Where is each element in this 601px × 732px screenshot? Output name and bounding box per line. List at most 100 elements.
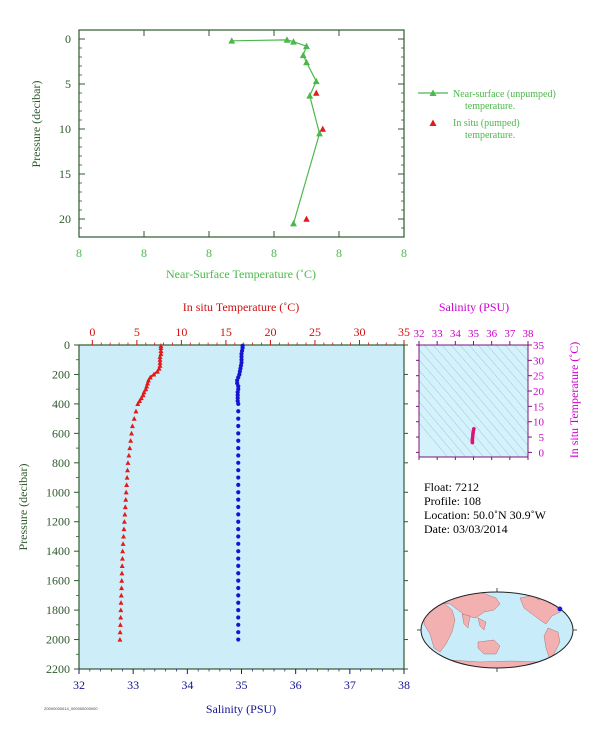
ts-temperature-tick-label: 10: [533, 417, 545, 429]
near-surface-x-tick-label: 8: [271, 246, 277, 260]
temperature-point: [133, 408, 139, 414]
temperature-point: [119, 555, 125, 561]
temperature-point: [121, 519, 127, 524]
temperature-point: [157, 360, 163, 365]
temperature-point: [135, 401, 141, 406]
ts-density-contour: [423, 345, 520, 457]
profile-chart: 0 5 10 15 20 25 30 35 32 33 34 35 36 37 38 0 200 400 600…: [16, 300, 410, 716]
temperature-tick-label: 5: [134, 325, 140, 339]
salinity-point: [236, 460, 241, 465]
near-surface-chart: 8 8 8 8 8 8 0 5 10 15 20 Near-Surface Temperature…: [29, 29, 558, 281]
temperature-point: [157, 363, 163, 368]
temperature-point: [126, 452, 132, 458]
ts-salinity-tick-label: 37: [504, 328, 516, 340]
salinity-point: [236, 578, 241, 583]
ts-salinity-tick-label: 32: [414, 328, 425, 340]
near-surface-unpumped-point: [299, 51, 307, 59]
temperature-point: [118, 600, 124, 605]
near-surface-y-ticks: 0 5 10 15 20: [59, 32, 404, 238]
temperature-point: [141, 389, 147, 395]
pressure-tick-label: 2200: [46, 662, 70, 676]
near-surface-unpumped-point: [290, 38, 297, 45]
temperature-axis-ticks: 0 5 10 15 20 25 30 35: [89, 325, 410, 345]
legend-unpumped-label: Near-surface (unpumped) temperature.: [453, 89, 558, 112]
temperature-point: [124, 474, 130, 480]
salinity-point: [236, 630, 241, 635]
near-surface-x-ticks: 8 8 8 8 8 8: [76, 30, 407, 260]
ts-density-contour: [486, 345, 528, 393]
near-surface-y-tick-label: 5: [65, 77, 71, 91]
near-surface-x-tick-label: 8: [206, 246, 212, 260]
legend-unpumped-marker: [429, 89, 437, 96]
ts-salinity-label: Salinity (PSU): [439, 300, 509, 314]
land-australia: [477, 639, 501, 655]
salinity-point: [235, 395, 240, 401]
temperature-tick-label: 30: [353, 325, 365, 339]
temperature-point: [129, 423, 135, 429]
temperature-point: [129, 430, 135, 436]
near-surface-unpumped-point: [312, 77, 320, 85]
salinity-tick-label: 33: [127, 678, 139, 692]
temperature-point: [118, 614, 124, 620]
legend-insitu-line1: In situ (pumped): [453, 118, 520, 129]
ts-salinity-tick-label: 33: [432, 328, 444, 340]
ts-density-contour: [468, 345, 528, 414]
temperature-point: [125, 467, 130, 473]
temperature-point: [119, 585, 125, 591]
pressure-tick-label: 400: [52, 397, 70, 411]
near-surface-unpumped-point: [228, 37, 236, 44]
salinity-point: [236, 497, 241, 502]
salinity-tick-label: 32: [73, 678, 85, 692]
salinity-tick-label: 36: [290, 678, 302, 692]
temperature-point: [119, 570, 125, 576]
temperature-point: [120, 548, 126, 554]
salinity-point: [236, 453, 241, 458]
ts-temperature-label: In situ Temperature (˚C): [567, 342, 581, 459]
ts-temperature-ticks: 0 5 10 15 20 25 30 35: [416, 340, 545, 459]
pressure-tick-label: 200: [52, 367, 70, 381]
ts-temperature-tick-label: 15: [533, 401, 545, 413]
salinity-point: [236, 534, 241, 539]
temperature-profile-points: [117, 343, 164, 642]
temperature-point: [121, 533, 126, 539]
salinity-point: [236, 526, 241, 532]
near-surface-unpumped-point: [306, 92, 314, 99]
near-surface-unpumped-point: [303, 42, 310, 50]
float-location: Location: 50.0˚N 30.9˚W: [424, 508, 546, 522]
temperature-point: [158, 345, 164, 351]
temperature-point: [118, 607, 124, 613]
temperature-point: [123, 497, 129, 502]
ts-density-contour: [432, 345, 528, 457]
ts-temperature-tick-label: 0: [539, 447, 545, 459]
temperature-point: [122, 504, 128, 510]
ts-salinity-ticks: 32 33 34 35 36 37 38: [414, 328, 534, 460]
profile-ylabel: Pressure (decibar): [16, 464, 30, 551]
float-number: Float: 7212: [424, 480, 480, 494]
salinity-point: [236, 445, 241, 451]
temperature-point: [151, 371, 157, 377]
salinity-tick-label: 37: [344, 678, 356, 692]
legend-unpumped-line1: Near-surface (unpumped): [453, 89, 556, 100]
temperature-point: [145, 377, 151, 383]
near-surface-x-tick-label: 8: [401, 246, 407, 260]
float-location-marker: [557, 606, 563, 612]
temperature-point: [119, 563, 125, 568]
salinity-point: [239, 351, 244, 356]
ts-density-contour: [419, 369, 493, 457]
temperature-point: [117, 622, 123, 627]
pressure-tick-label: 1600: [46, 574, 70, 588]
temperature-point: [147, 374, 153, 380]
salinity-point: [236, 563, 241, 569]
temperature-point: [127, 445, 133, 451]
ts-temperature-tick-label: 20: [533, 386, 545, 398]
ts-salinity-tick-label: 36: [486, 328, 498, 340]
salinity-profile-points: [235, 343, 245, 642]
temperature-tick-label: 25: [309, 325, 321, 339]
figure-id: Z0000000014_000000000000: [44, 706, 98, 711]
pressure-tick-label: 1400: [46, 544, 70, 558]
profile-plot-background: [78, 344, 405, 670]
salinity-point: [236, 556, 241, 561]
ts-salinity-tick-label: 34: [450, 328, 462, 340]
ts-density-contour: [477, 345, 528, 404]
